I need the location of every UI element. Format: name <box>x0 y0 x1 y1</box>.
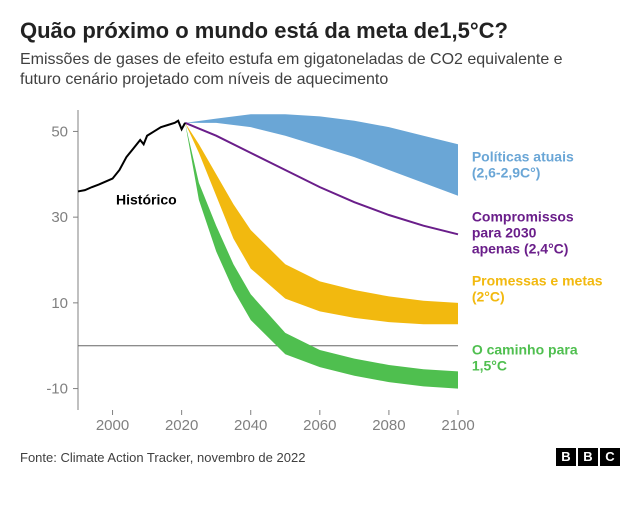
label-path_1_5: 1,5°C <box>472 358 507 374</box>
label-pledges_targets: Promessas e metas <box>472 273 603 289</box>
label-commitments_2030: para 2030 <box>472 225 537 241</box>
chart-plot: -10 10 30 50 2000 2020 2040 2060 2080 2100 Históri… <box>20 100 620 440</box>
svg-text:2000: 2000 <box>96 417 129 434</box>
label-current_policies: Políticas atuais <box>472 149 574 165</box>
svg-text:2040: 2040 <box>234 417 267 434</box>
svg-text:-10: -10 <box>46 381 68 398</box>
svg-text:2060: 2060 <box>303 417 336 434</box>
label-commitments_2030: Compromissos <box>472 209 574 225</box>
chart-footer: Fonte: Climate Action Tracker, novembro … <box>20 448 620 466</box>
svg-text:2100: 2100 <box>441 417 474 434</box>
area-current-policies <box>185 115 458 196</box>
chart-title: Quão próximo o mundo está da meta de1,5°… <box>20 18 620 44</box>
chart-container: Quão próximo o mundo está da meta de1,5°… <box>0 0 640 513</box>
logo-b1: B <box>556 448 576 466</box>
svg-text:10: 10 <box>51 295 68 312</box>
svg-text:2020: 2020 <box>165 417 198 434</box>
label-path_1_5: O caminho para <box>472 342 578 358</box>
source-text: Fonte: Climate Action Tracker, novembro … <box>20 450 305 465</box>
label-current_policies: (2,6-2,9C°) <box>472 165 541 181</box>
logo-c: C <box>600 448 620 466</box>
label-pledges_targets: (2°C) <box>472 289 505 305</box>
chart-subtitle: Emissões de gases de efeito estufa em gi… <box>20 50 580 90</box>
bbc-logo: B B C <box>556 448 620 466</box>
label-commitments_2030: apenas (2,4°C) <box>472 241 569 257</box>
line-historical <box>78 121 185 192</box>
chart-svg: -10 10 30 50 2000 2020 2040 2060 2080 2100 Históri… <box>20 100 620 440</box>
label-historical: Histórico <box>116 192 177 208</box>
logo-b2: B <box>578 448 598 466</box>
svg-text:2080: 2080 <box>372 417 405 434</box>
svg-text:30: 30 <box>51 210 68 227</box>
svg-text:50: 50 <box>51 124 68 141</box>
